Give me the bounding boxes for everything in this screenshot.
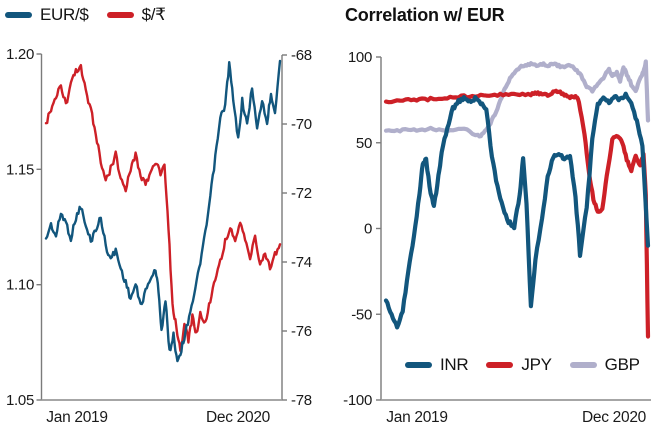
chart-title: Correlation w/ EUR (345, 5, 505, 25)
legend-item-usd-inr: $/₹ (106, 5, 166, 25)
legend-label-inr: INR (440, 355, 469, 374)
legend-item-jpy: JPY (486, 355, 552, 375)
y-tick-label: 1.15 (6, 161, 34, 178)
legend-item-inr: INR (405, 355, 469, 375)
x-tick-label: Dec 2020 (206, 409, 271, 426)
y-tick-label: 1.05 (6, 392, 34, 409)
y-tick-label: -50 (351, 306, 372, 323)
legend-label-usd-inr: $/₹ (141, 5, 166, 24)
legend-label-gbp: GBP (604, 355, 640, 374)
usd-inr-line (44, 63, 282, 352)
correlation-chart-plot: 100 50 0 -50 -100 Jan 2019 Dec 2020 (343, 49, 651, 426)
y-tick-label: -100 (343, 392, 372, 409)
jpy-line-swatch (486, 362, 514, 368)
gbp-correlation-line (383, 59, 651, 139)
correlation-legend: INR JPY GBP (405, 355, 640, 375)
fx-chart-plot: 1.20 1.15 1.10 1.05 -68 -70 -72 -74 -76 … (6, 46, 312, 426)
y-tick-label: 1.10 (6, 277, 34, 294)
gbp-line-swatch (569, 362, 597, 368)
y-tick-label: -76 (291, 323, 312, 340)
fx-rates-chart: EUR/$ $/₹ 1.20 1.15 1.10 1.05 (5, 5, 312, 426)
eur-usd-line (44, 59, 282, 363)
eur-usd-line-swatch (5, 12, 32, 18)
x-tick-label: Jan 2019 (46, 409, 107, 426)
y-tick-label: -74 (291, 254, 312, 271)
inr-correlation-line (383, 91, 651, 330)
y-tick-label: -68 (291, 47, 312, 64)
fx-legend: EUR/$ $/₹ (5, 5, 166, 25)
legend-item-eur-usd: EUR/$ (5, 5, 89, 25)
correlation-chart: Correlation w/ EUR 100 50 0 -50 -100 Jan… (330, 0, 660, 440)
y-tick-label: 1.20 (6, 46, 34, 63)
y-tick-label: -70 (291, 116, 312, 133)
y-tick-label: -72 (291, 185, 312, 202)
jpy-correlation-line (383, 88, 651, 339)
y-tick-label: -78 (291, 392, 312, 409)
legend-item-gbp: GBP (569, 355, 640, 375)
y-tick-label: 100 (348, 49, 372, 66)
y-tick-label: 50 (356, 135, 372, 152)
legend-label-jpy: JPY (521, 355, 552, 374)
y-tick-label: 0 (364, 221, 372, 238)
usd-inr-line-swatch (106, 12, 134, 18)
legend-label-eur-usd: EUR/$ (40, 5, 89, 24)
inr-line-swatch (405, 362, 432, 368)
x-tick-label: Jan 2019 (386, 409, 447, 426)
x-tick-label: Dec 2020 (582, 409, 647, 426)
